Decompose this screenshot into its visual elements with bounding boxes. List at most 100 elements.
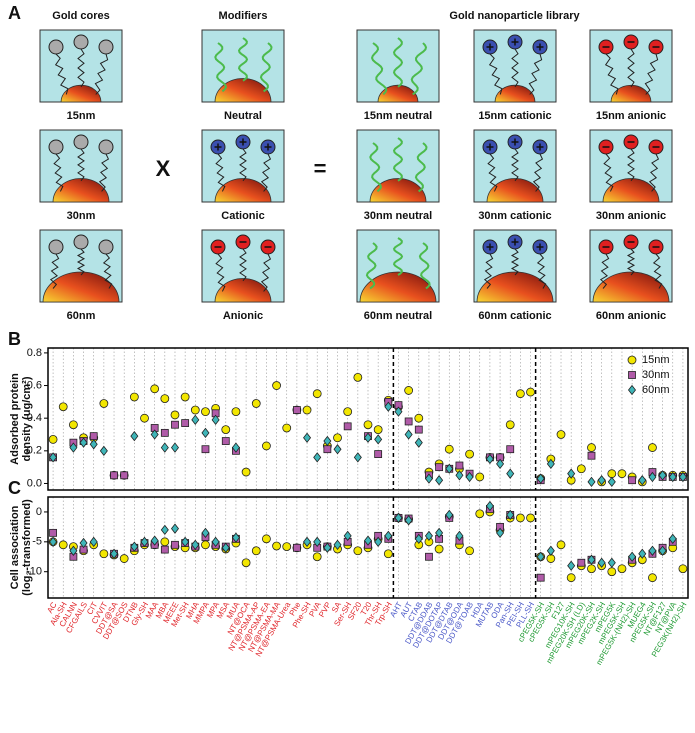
marker <box>638 548 647 559</box>
ligand <box>627 148 635 182</box>
marker <box>323 542 332 553</box>
marker <box>49 528 57 537</box>
peg-chain <box>410 42 428 96</box>
ligand <box>488 53 503 95</box>
ligand <box>511 148 519 182</box>
ligand <box>102 253 113 289</box>
marker <box>404 515 413 526</box>
box-label: 15nm anionic <box>596 110 666 122</box>
marker <box>444 444 454 454</box>
marker <box>384 530 393 541</box>
marker <box>576 464 586 474</box>
marker <box>191 539 200 550</box>
marker <box>160 537 170 547</box>
ligand <box>260 253 272 292</box>
box-label: 30nm anionic <box>596 210 666 222</box>
legend-label: 15nm <box>642 354 670 366</box>
marker <box>638 475 647 486</box>
marker <box>262 441 271 451</box>
marker <box>465 471 474 483</box>
operator: X <box>156 156 171 181</box>
ligand <box>77 148 85 182</box>
plot-frame <box>47 347 689 491</box>
box-label: 30nm cationic <box>478 210 551 222</box>
marker <box>171 540 179 549</box>
marker <box>566 573 576 583</box>
ligand <box>54 53 69 95</box>
box-label: 15nm neutral <box>364 110 432 122</box>
box-label: 15nm cationic <box>478 110 551 122</box>
marker <box>526 513 535 523</box>
marker <box>231 532 240 543</box>
marker <box>536 551 545 562</box>
marker <box>68 420 78 430</box>
marker <box>587 554 596 565</box>
gold-core <box>60 84 102 103</box>
y-tick-label: 0.2 <box>27 445 42 457</box>
marker <box>79 437 88 448</box>
marker <box>536 573 545 582</box>
ligand-head <box>73 234 89 250</box>
box-label: 60nm <box>67 310 96 322</box>
ligand <box>510 248 520 276</box>
marker <box>282 423 292 433</box>
marker <box>160 442 169 453</box>
marker <box>384 401 393 412</box>
marker <box>333 444 342 455</box>
legend-label: 60nm <box>642 384 670 396</box>
ligand <box>483 253 494 289</box>
marker <box>201 427 210 439</box>
marker <box>49 452 58 463</box>
marker <box>110 471 118 480</box>
gold-core <box>494 84 536 103</box>
marker <box>607 469 617 479</box>
y-tick-label: 0.6 <box>27 379 42 391</box>
ligand <box>77 48 85 88</box>
marker <box>170 442 179 453</box>
marker <box>170 410 180 420</box>
ligand <box>94 53 109 95</box>
peg-chain <box>214 42 227 93</box>
marker <box>89 536 98 547</box>
ligand <box>53 153 64 192</box>
ligand <box>648 153 660 192</box>
ligand <box>599 253 610 289</box>
marker <box>140 413 149 423</box>
marker <box>434 544 444 554</box>
column-header: Gold cores <box>52 10 109 22</box>
marker <box>556 430 566 439</box>
marker <box>58 540 68 550</box>
marker <box>597 475 606 486</box>
ligand <box>239 248 247 282</box>
marker <box>251 399 261 408</box>
marker <box>150 429 159 440</box>
marker <box>190 405 200 415</box>
peg-chain <box>392 137 404 182</box>
marker <box>445 509 454 521</box>
peg-chain <box>365 242 378 290</box>
marker <box>465 546 474 556</box>
marker <box>526 387 535 397</box>
peg-chain <box>414 142 428 193</box>
marker <box>120 471 129 480</box>
box-label: 60nm cationic <box>478 310 551 322</box>
marker <box>211 414 220 425</box>
peg-chain <box>369 142 382 193</box>
peg-chain <box>237 37 249 82</box>
y-tick-label: 0.8 <box>27 347 42 359</box>
marker <box>515 389 525 399</box>
y-tick-label: 0.0 <box>27 477 42 489</box>
marker <box>160 394 170 403</box>
marker <box>201 540 210 550</box>
ligand-head <box>98 139 114 155</box>
marker <box>49 536 58 547</box>
marker <box>515 513 525 523</box>
marker <box>506 468 515 479</box>
marker <box>353 452 362 463</box>
marker <box>556 540 566 550</box>
marker <box>140 536 149 547</box>
marker <box>374 434 383 445</box>
peg-chain <box>392 37 404 88</box>
marker <box>587 564 596 574</box>
